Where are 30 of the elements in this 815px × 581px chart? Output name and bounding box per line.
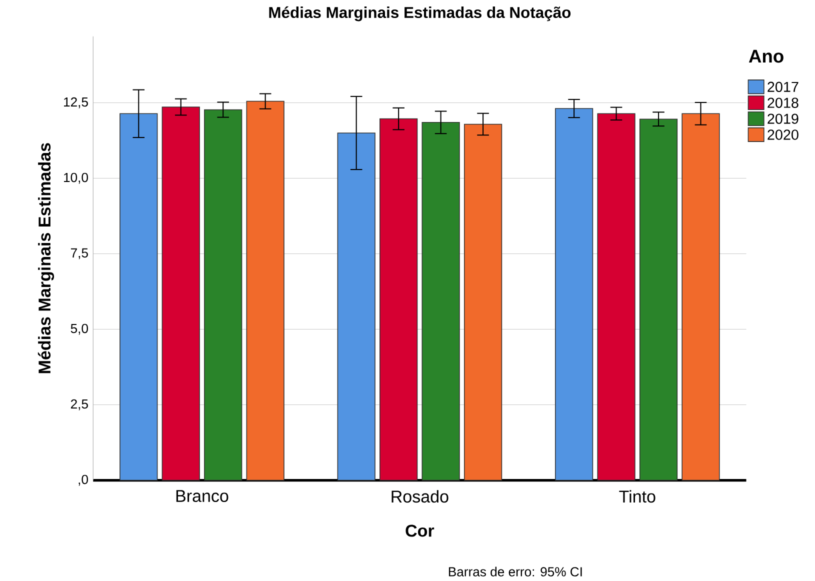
x-tick-label: Tinto (619, 490, 656, 502)
bar (162, 106, 200, 480)
bar (682, 113, 720, 480)
bar (246, 100, 284, 480)
legend-label: 2020 (768, 129, 798, 140)
y-tick-label: 10,0 (64, 172, 88, 184)
bar (554, 108, 594, 480)
bar (204, 109, 242, 480)
y-axis-title: Médias Marginais Estimadas (38, 142, 54, 373)
x-axis-title: Cor (406, 524, 434, 537)
x-tick-label: Rosado (392, 490, 448, 502)
legend-title: Ano (748, 50, 784, 63)
bar (464, 124, 502, 480)
x-tick-label: Branco (176, 490, 228, 502)
bar (380, 118, 418, 480)
text: Barras de erro: 95% CI (448, 566, 582, 576)
legend-label: 2017 (768, 82, 798, 92)
y-tick-label: 5,0 (70, 324, 88, 334)
y-tick-label: 12,5 (64, 97, 88, 108)
bar (597, 113, 636, 480)
y-tick-label: ,0 (78, 474, 88, 486)
bar (639, 118, 678, 480)
legend-label: 2018 (768, 98, 798, 108)
bar (422, 122, 460, 480)
bar (337, 132, 376, 480)
chart-title: Médias Marginais Estimadas da Notação (269, 6, 571, 22)
bar (120, 113, 158, 480)
legend-label: 2019 (768, 114, 798, 124)
y-tick-label: 7,5 (70, 248, 88, 259)
y-tick-label: 2,5 (70, 399, 88, 410)
